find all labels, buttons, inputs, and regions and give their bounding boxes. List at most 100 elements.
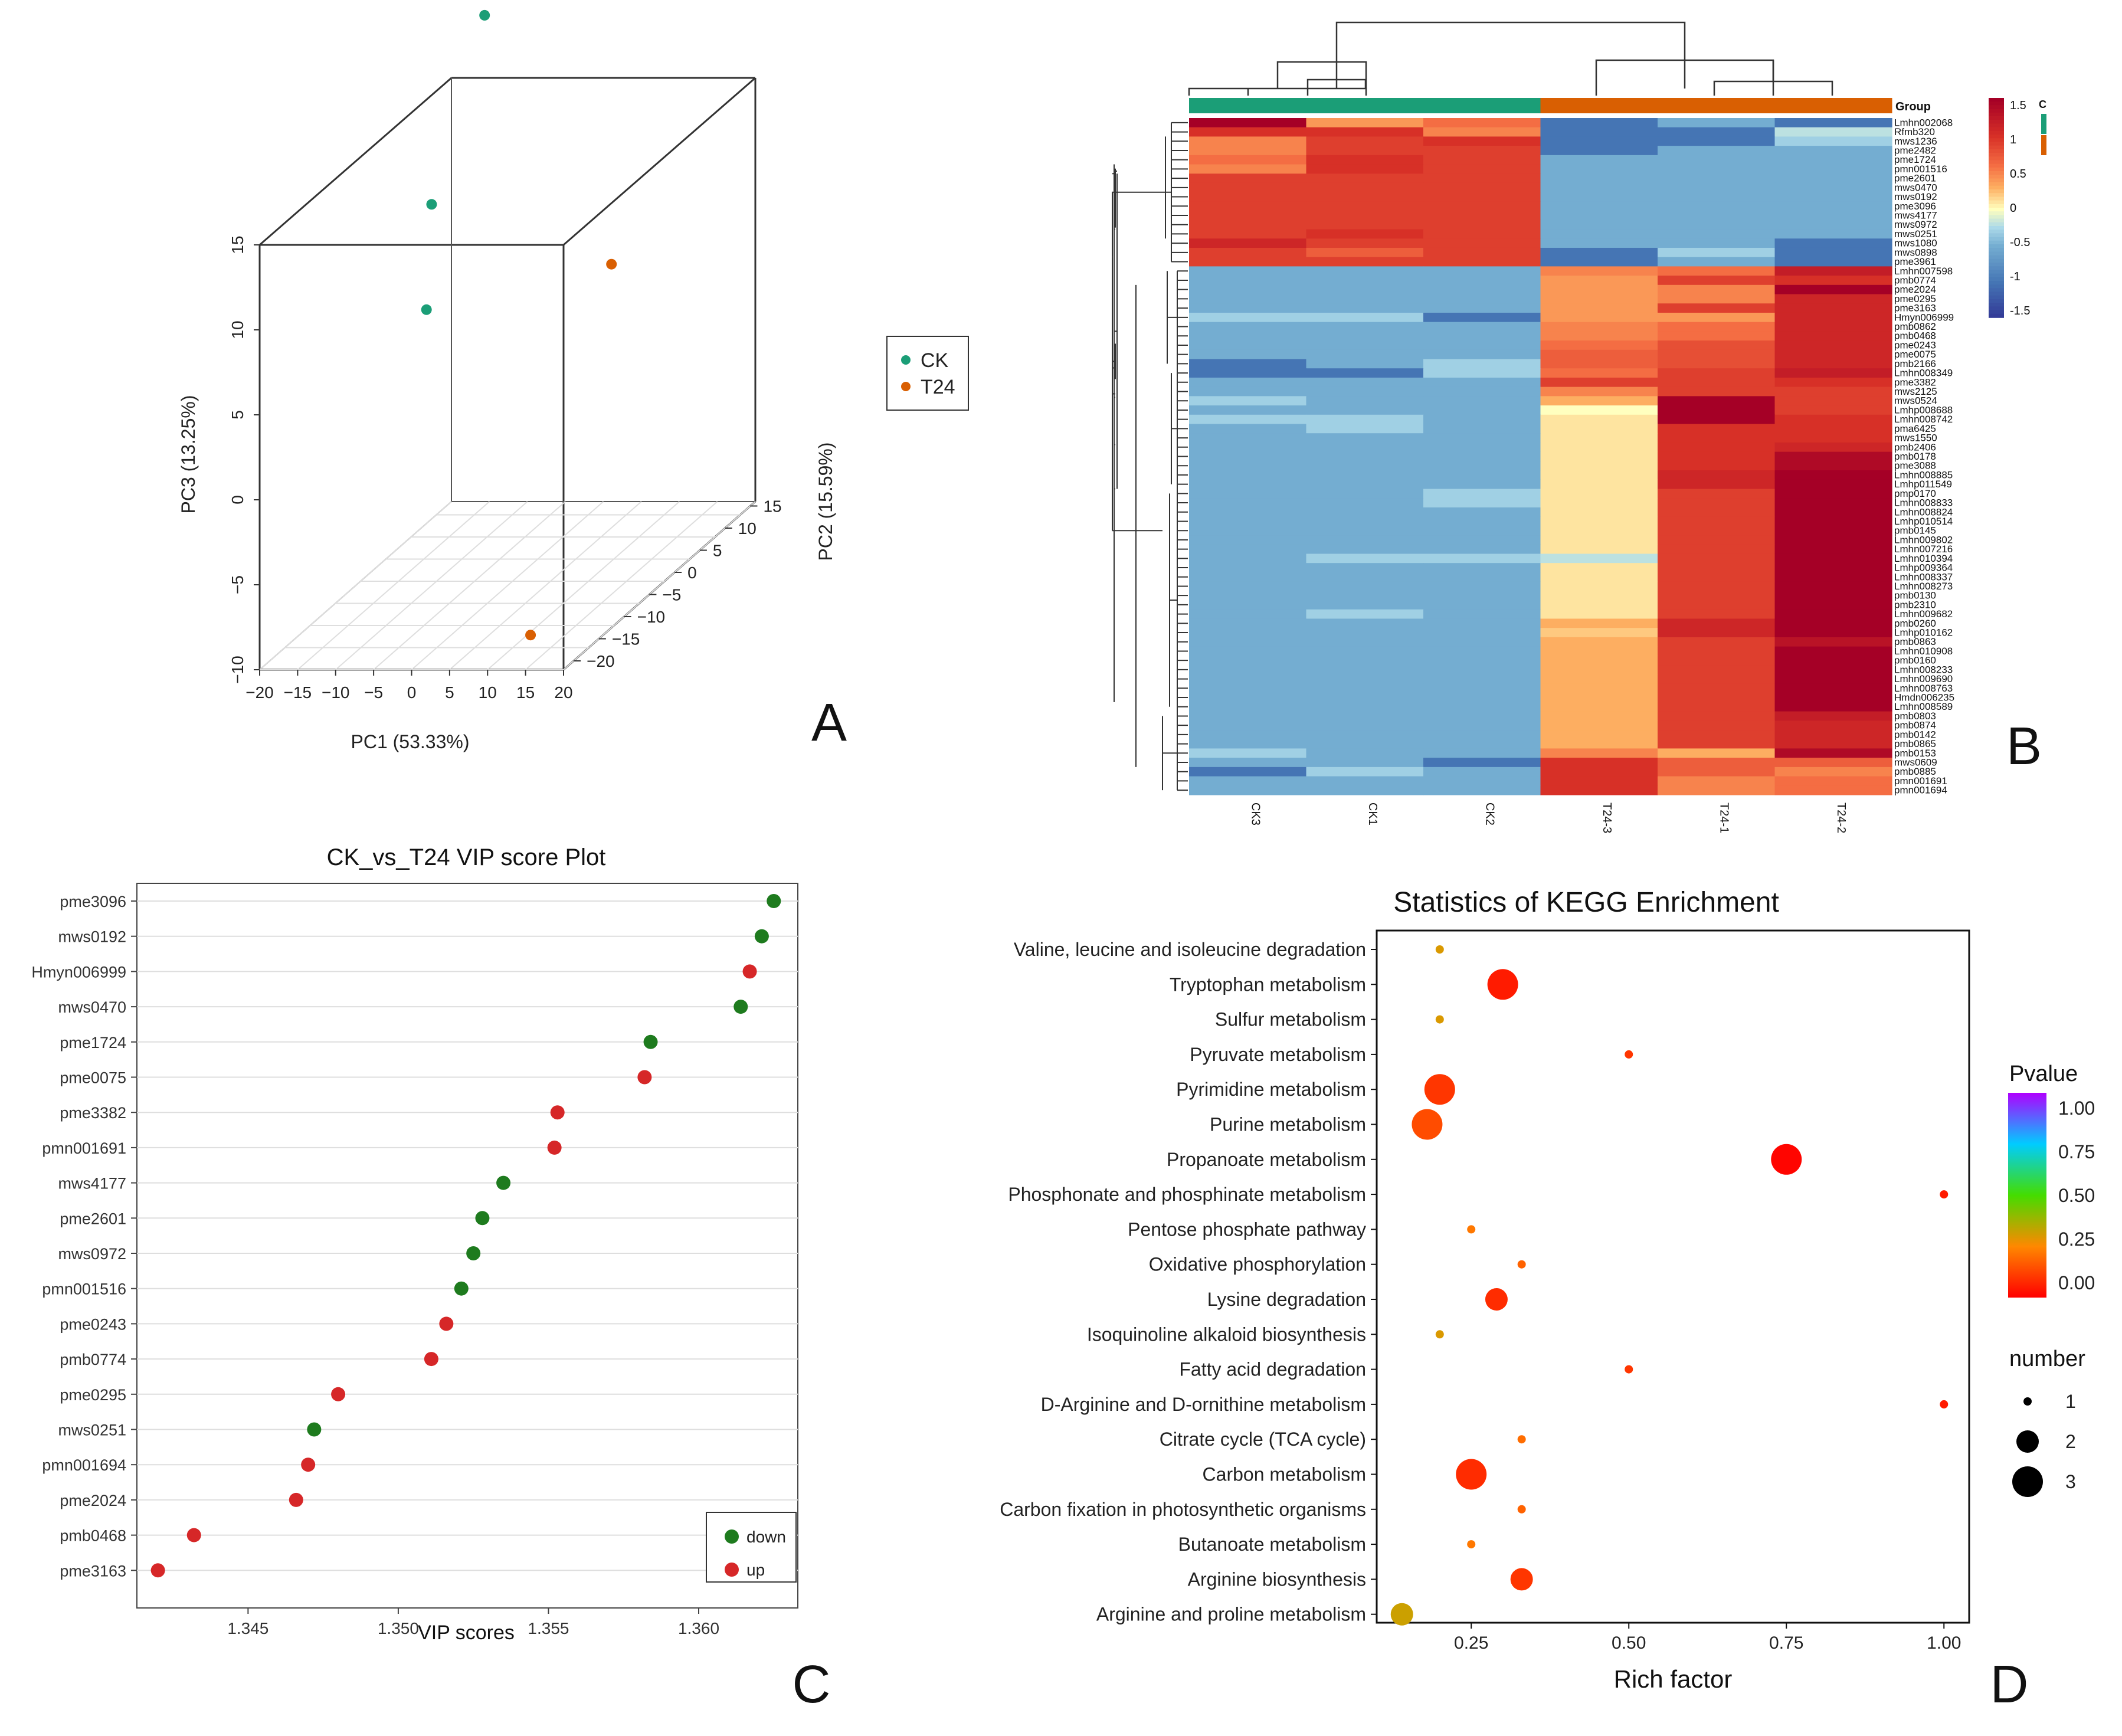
kegg-pvalue-tick-label: 0.75 [2058,1141,2095,1162]
vip-x-axis-label: VIP scores [418,1622,515,1644]
heatmap-cell [1540,479,1658,490]
heatmap-cell [1423,312,1541,323]
heatmap-cell [1423,127,1541,137]
pca-y-tick-label: −20 [587,652,614,670]
heatmap-cell [1423,618,1541,628]
heatmap-cell [1774,322,1892,332]
heatmap-cell [1423,507,1541,517]
heatmap-cell [1189,220,1307,230]
heatmap-cell [1658,201,1776,211]
heatmap-cell [1189,182,1307,193]
heatmap-row-label: pme2024 [1894,284,1936,295]
heatmap-column-label: CK2 [1483,803,1496,826]
heatmap-cell [1658,693,1776,703]
vip-row-label: pme1724 [60,1034,126,1052]
heatmap-cell [1189,442,1307,453]
heatmap-scale-label: 1.5 [2010,99,2026,112]
heatmap-cell [1306,451,1424,461]
heatmap-cell [1540,211,1658,221]
heatmap-cell [1774,526,1892,536]
pca-x-tick-label: −15 [284,683,312,702]
heatmap-scale-segment [1989,101,2004,106]
pca-x-tick-label: 15 [516,683,535,702]
panel-letter-c: C [793,1655,831,1714]
heatmap-group-title: Group [1895,100,1931,113]
heatmap-cell [1658,609,1776,620]
heatmap-cell [1540,526,1658,536]
heatmap-row-label: mws1236 [1894,136,1937,147]
kegg-x-axis-label: Rich factor [1614,1665,1733,1693]
heatmap-cell [1423,442,1541,453]
heatmap-cell [1423,146,1541,156]
pca-y-tick-label: −10 [637,608,666,626]
heatmap-cell [1774,702,1892,712]
heatmap-cell [1189,377,1307,388]
heatmap-cell [1189,451,1307,461]
vip-legend-box [706,1512,797,1583]
heatmap-cell [1658,220,1776,230]
heatmap-cell [1540,284,1658,295]
heatmap-cell [1658,758,1776,768]
kegg-pathway-label: Valine, leucine and isoleucine degradati… [1014,939,1366,960]
heatmap-row-label: pme0243 [1894,339,1936,351]
heatmap-cell [1540,581,1658,591]
kegg-number-legend-label: 3 [2065,1471,2076,1492]
heatmap-cell [1774,331,1892,341]
heatmap-row-label: Lmhp010162 [1894,627,1953,638]
heatmap-cell [1423,693,1541,703]
heatmap-scale-segment [1989,171,2004,175]
heatmap-cell [1423,758,1541,768]
heatmap-cell [1306,312,1424,323]
heatmap-cell [1306,581,1424,591]
heatmap-cell [1658,600,1776,610]
kegg-pathway-label: Pentose phosphate pathway [1128,1219,1366,1240]
heatmap-cell [1540,322,1658,332]
heatmap-cell [1423,424,1541,434]
heatmap-cell [1189,535,1307,545]
heatmap-row-label: pmb0260 [1894,618,1936,629]
heatmap-cell [1423,581,1541,591]
kegg-number-legend: 1 2 3 [2012,1391,2076,1497]
heatmap-cell [1540,739,1658,749]
heatmap-cell [1658,173,1776,184]
pca-legend: CK T24 [886,336,969,411]
heatmap-cell [1540,424,1658,434]
heatmap-cell [1658,581,1776,591]
heatmap-cell [1540,572,1658,582]
kegg-number-legend-title: number [2009,1347,2085,1371]
heatmap-cell [1423,470,1541,480]
heatmap-scale-segment [1989,233,2004,238]
heatmap-cell [1306,516,1424,526]
heatmap-cell [1306,182,1424,193]
pca-floor-gridline [487,501,680,670]
heatmap-cell [1658,489,1776,499]
heatmap-scale-segment [1989,178,2004,183]
heatmap-scale-segment [1989,116,2004,120]
heatmap-scale-segment [1989,251,2004,256]
heatmap-cell [1189,665,1307,675]
heatmap-cell [1423,405,1541,415]
heatmap-cell [1540,414,1658,425]
heatmap-scale-segment [1989,270,2004,274]
kegg-x-tick-label: 0.50 [1612,1633,1646,1653]
kegg-pvalue-tick-label: 1.00 [2058,1098,2095,1119]
heatmap-cell [1423,155,1541,165]
heatmap-scale-segment [1989,248,2004,253]
heatmap-scale-segment [1989,135,2004,139]
heatmap-row-label: pme3382 [1894,376,1936,388]
heatmap-cell [1306,146,1424,156]
pca-floor-gridline [335,501,528,670]
vip-point-up [186,1528,201,1542]
kegg-x-ticks: 0.25 0.50 0.75 1.00 [1454,1623,1961,1653]
heatmap-cell [1774,359,1892,369]
heatmap-cell [1423,739,1541,749]
heatmap-cell [1189,433,1307,443]
heatmap-cell [1189,340,1307,351]
vip-point-down [643,1034,658,1049]
heatmap-row-label: Lmhn008349 [1894,368,1953,379]
heatmap-cell [1189,776,1307,786]
vip-point-up [742,964,757,979]
heatmap-row-label: mws0609 [1894,757,1937,768]
heatmap-cell [1423,266,1541,276]
heatmap-cell [1540,386,1658,397]
